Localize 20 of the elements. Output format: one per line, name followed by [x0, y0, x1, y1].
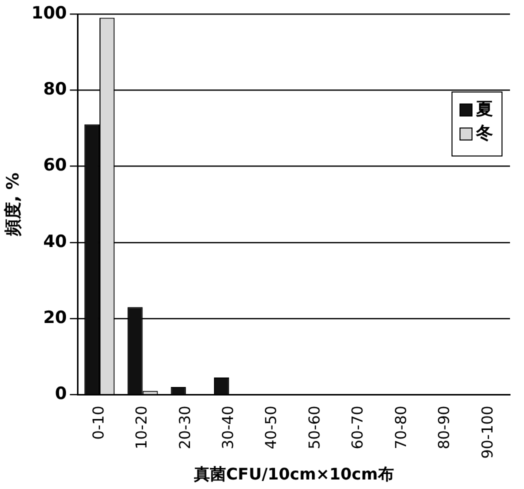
- y-tick-label: 40: [43, 232, 68, 252]
- y-tick-label: 100: [31, 3, 68, 24]
- x-tick-label: 50-60: [305, 406, 324, 450]
- x-tick-label: 90-100: [478, 406, 496, 459]
- x-tick-label: 10-20: [132, 406, 151, 450]
- y-axis-title: 頻度, %: [4, 172, 24, 238]
- y-tick-label: 20: [43, 308, 68, 328]
- legend-label: 冬: [475, 123, 493, 144]
- x-tick-label: 60-70: [348, 406, 367, 450]
- legend-label: 夏: [475, 99, 493, 120]
- x-axis-title: 真菌CFU/10cm×10cm布: [193, 464, 394, 484]
- x-tick-label: 20-30: [176, 406, 194, 450]
- y-tick-label: 60: [43, 156, 68, 176]
- x-tick-label: 0-10: [89, 406, 108, 440]
- y-tick-label: 0: [55, 384, 68, 404]
- x-tick-label: 80-90: [435, 406, 454, 450]
- x-tick-label: 70-80: [392, 406, 410, 450]
- x-tick-label: 40-50: [262, 406, 280, 450]
- y-tick-label: 80: [43, 80, 68, 100]
- x-tick-label: 30-40: [219, 406, 238, 450]
